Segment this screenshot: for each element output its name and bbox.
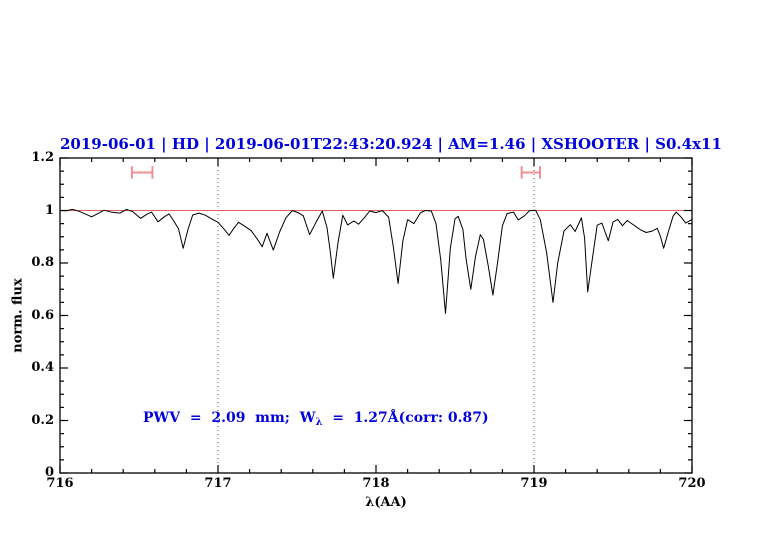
x-tick-label: 718	[362, 476, 390, 491]
y-tick-label: 0.2	[31, 412, 54, 428]
spectrum-line	[59, 208, 693, 314]
y-tick-label: 0	[44, 465, 54, 480]
x-axis-label: λ(AA)	[365, 495, 407, 510]
y-tick-label: 0.8	[31, 255, 54, 270]
x-tick-label: 719	[520, 476, 548, 491]
x-tick-label: 716	[46, 476, 74, 491]
pwv-annotation-prefix: PWV = 2.09 mm; W	[143, 410, 316, 426]
pwv-annotation: PWV = 2.09 mm; Wλ = 1.27Å(corr: 0.87)	[143, 410, 489, 428]
pwv-annotation-suffix: = 1.27Å(corr: 0.87)	[322, 410, 489, 426]
y-tick-label: 1	[44, 202, 54, 218]
x-tick-label: 717	[204, 476, 232, 491]
y-tick-label: 0.6	[31, 307, 54, 323]
plot-title: 2019-06-01 | HD | 2019-06-01T22:43:20.92…	[60, 135, 722, 153]
y-tick-label: 0.4	[31, 360, 54, 375]
x-tick-label: 720	[678, 476, 706, 491]
lambda-subscript: λ	[315, 417, 323, 428]
y-tick-label: 1.2	[31, 150, 54, 165]
